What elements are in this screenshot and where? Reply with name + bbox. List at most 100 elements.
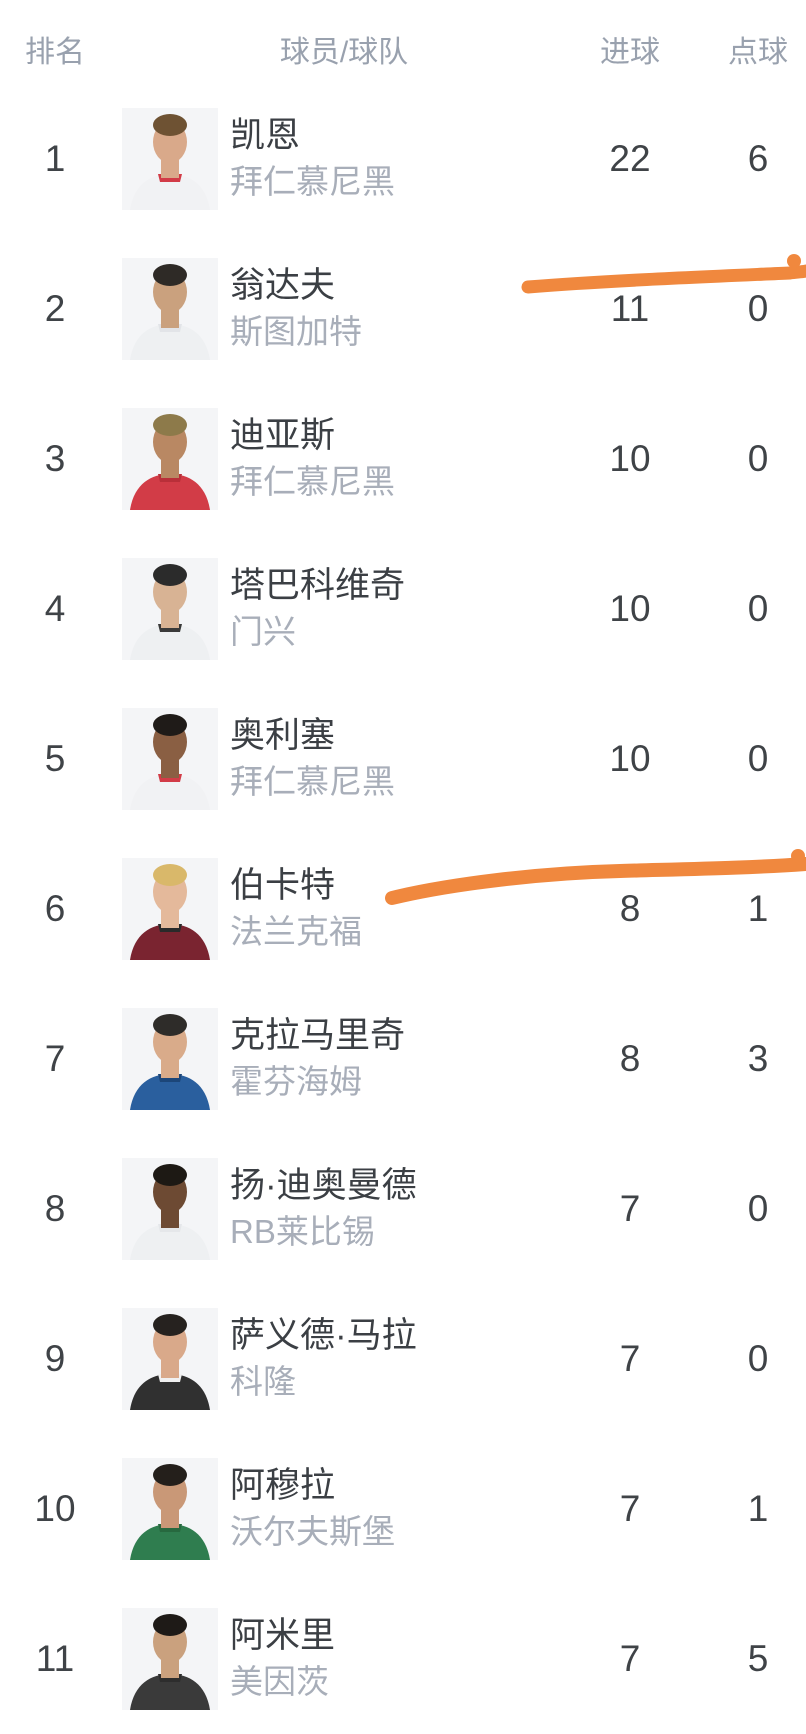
goals-value: 10 xyxy=(609,738,651,779)
penalties-value: 0 xyxy=(747,438,769,479)
player-photo xyxy=(122,1458,218,1560)
table-row[interactable]: 11 阿米里 美因茨 7 5 xyxy=(0,1584,806,1734)
player-headshot-placeholder-icon xyxy=(122,408,218,510)
player-headshot-placeholder-icon xyxy=(122,708,218,810)
player-photo xyxy=(122,858,218,960)
team-name: 拜仁慕尼黑 xyxy=(230,463,395,500)
photo-cell xyxy=(110,1608,230,1710)
photo-cell xyxy=(110,1158,230,1260)
photo-cell xyxy=(110,858,230,960)
goals-value: 8 xyxy=(619,888,641,929)
table-row[interactable]: 10 阿穆拉 沃尔夫斯堡 7 1 xyxy=(0,1434,806,1584)
penalties-value: 1 xyxy=(747,888,769,929)
penalties-value: 0 xyxy=(747,1188,769,1229)
player-photo xyxy=(122,1308,218,1410)
names-cell: 阿米里 美因茨 xyxy=(230,1613,560,1705)
goals-value: 7 xyxy=(619,1488,641,1529)
player-photo xyxy=(122,1608,218,1710)
rank-value: 4 xyxy=(44,588,66,629)
team-name: 拜仁慕尼黑 xyxy=(230,763,395,800)
photo-cell xyxy=(110,108,230,210)
player-name: 翁达夫 xyxy=(230,266,336,305)
goals-value: 10 xyxy=(609,588,651,629)
names-cell: 阿穆拉 沃尔夫斯堡 xyxy=(230,1463,560,1555)
player-name: 萨义德·马拉 xyxy=(230,1316,417,1355)
photo-cell xyxy=(110,1008,230,1110)
photo-cell xyxy=(110,408,230,510)
goals-value: 7 xyxy=(619,1638,641,1679)
player-headshot-placeholder-icon xyxy=(122,1008,218,1110)
names-cell: 克拉马里奇 霍芬海姆 xyxy=(230,1013,560,1105)
player-name: 克拉马里奇 xyxy=(230,1016,406,1055)
names-cell: 迪亚斯 拜仁慕尼黑 xyxy=(230,413,560,505)
names-cell: 凯恩 拜仁慕尼黑 xyxy=(230,113,560,205)
penalties-value: 0 xyxy=(747,588,769,629)
team-name: 拜仁慕尼黑 xyxy=(230,163,395,200)
penalties-value: 5 xyxy=(747,1638,769,1679)
player-headshot-placeholder-icon xyxy=(122,108,218,210)
table-row[interactable]: 7 克拉马里奇 霍芬海姆 8 3 xyxy=(0,984,806,1134)
rank-value: 2 xyxy=(44,288,66,329)
player-headshot-placeholder-icon xyxy=(122,558,218,660)
table-row[interactable]: 1 凯恩 拜仁慕尼黑 22 6 xyxy=(0,84,806,234)
penalties-value: 1 xyxy=(747,1488,769,1529)
penalties-value: 0 xyxy=(747,1338,769,1379)
rank-value: 11 xyxy=(35,1638,75,1679)
player-photo xyxy=(122,408,218,510)
player-headshot-placeholder-icon xyxy=(122,1458,218,1560)
rank-value: 9 xyxy=(44,1338,66,1379)
table-row[interactable]: 6 伯卡特 法兰克福 8 1 xyxy=(0,834,806,984)
goals-value: 7 xyxy=(619,1188,641,1229)
table-row[interactable]: 8 扬·迪奥曼德 RB莱比锡 7 0 xyxy=(0,1134,806,1284)
names-cell: 塔巴科维奇 门兴 xyxy=(230,563,560,655)
team-name: 门兴 xyxy=(230,613,296,650)
photo-cell xyxy=(110,1458,230,1560)
player-photo xyxy=(122,1158,218,1260)
table-header-row: 排名 球员/球队 进球 点球 xyxy=(0,0,806,84)
goals-value: 22 xyxy=(609,138,651,179)
scorer-table-body: 1 凯恩 拜仁慕尼黑 22 6 xyxy=(0,84,806,1734)
player-headshot-placeholder-icon xyxy=(122,858,218,960)
player-photo xyxy=(122,558,218,660)
player-name: 伯卡特 xyxy=(230,866,336,905)
team-name: RB莱比锡 xyxy=(230,1213,375,1250)
rank-value: 7 xyxy=(44,1038,66,1079)
player-photo xyxy=(122,108,218,210)
player-headshot-placeholder-icon xyxy=(122,1158,218,1260)
player-name: 阿穆拉 xyxy=(230,1466,336,1505)
player-photo xyxy=(122,258,218,360)
rank-value: 6 xyxy=(44,888,66,929)
rank-value: 1 xyxy=(44,138,66,179)
player-name: 奥利塞 xyxy=(230,716,336,755)
table-row[interactable]: 4 塔巴科维奇 门兴 10 0 xyxy=(0,534,806,684)
team-name: 美因茨 xyxy=(230,1663,329,1700)
names-cell: 翁达夫 斯图加特 xyxy=(230,263,560,355)
table-row[interactable]: 9 萨义德·马拉 科隆 7 0 xyxy=(0,1284,806,1434)
team-name: 斯图加特 xyxy=(230,313,362,350)
penalties-value: 3 xyxy=(747,1038,769,1079)
player-photo xyxy=(122,1008,218,1110)
player-photo xyxy=(122,708,218,810)
goals-value: 11 xyxy=(610,288,650,329)
player-name: 阿米里 xyxy=(230,1616,336,1655)
photo-cell xyxy=(110,708,230,810)
names-cell: 萨义德·马拉 科隆 xyxy=(230,1313,560,1405)
photo-cell xyxy=(110,258,230,360)
table-row[interactable]: 2 翁达夫 斯图加特 11 0 xyxy=(0,234,806,384)
team-name: 法兰克福 xyxy=(230,913,362,950)
penalties-value: 6 xyxy=(747,138,769,179)
penalties-value: 0 xyxy=(747,288,769,329)
goals-value: 10 xyxy=(609,438,651,479)
rank-value: 8 xyxy=(44,1188,66,1229)
names-cell: 奥利塞 拜仁慕尼黑 xyxy=(230,713,560,805)
table-row[interactable]: 5 奥利塞 拜仁慕尼黑 10 0 xyxy=(0,684,806,834)
player-headshot-placeholder-icon xyxy=(122,1608,218,1710)
names-cell: 扬·迪奥曼德 RB莱比锡 xyxy=(230,1163,560,1255)
player-name: 扬·迪奥曼德 xyxy=(230,1166,417,1205)
header-rank: 排名 xyxy=(25,36,85,69)
team-name: 科隆 xyxy=(230,1363,296,1400)
penalties-value: 0 xyxy=(747,738,769,779)
table-row[interactable]: 3 迪亚斯 拜仁慕尼黑 10 0 xyxy=(0,384,806,534)
header-penalties: 点球 xyxy=(728,36,788,69)
